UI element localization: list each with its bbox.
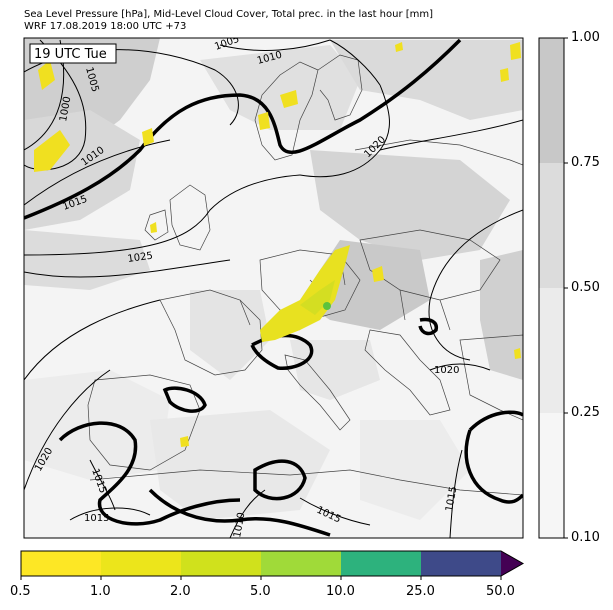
isobar-label: 1015	[444, 486, 459, 513]
precip-tick-label: 0.5	[10, 584, 31, 599]
time-label-box	[29, 43, 117, 64]
precip-tick-label: 1.0	[90, 584, 111, 599]
cloud-colorbar	[538, 37, 568, 539]
isobar-label: 1015	[84, 513, 109, 524]
isobar-label: 1000	[58, 96, 73, 123]
cloud-colorbar-segment	[539, 38, 564, 163]
precip-tick-label: 25.0	[406, 584, 435, 599]
isobar-label: 1025	[127, 251, 154, 265]
precip-colorbar-segment	[181, 551, 261, 576]
cloud-tick-label: 1.00	[571, 30, 600, 45]
cloud-tick-label: 0.10	[571, 530, 600, 545]
chart-title: Sea Level Pressure [hPa], Mid-Level Clou…	[24, 9, 434, 20]
precip-colorbar-segment	[421, 551, 501, 576]
precip-tick-label: 50.0	[486, 584, 515, 599]
cloud-tick-label: 0.50	[571, 280, 600, 295]
isobar-label: 1010	[232, 512, 247, 539]
chart-subtitle: WRF 17.08.2019 18:00 UTC +73	[24, 21, 187, 32]
precip-tick-label: 2.0	[170, 584, 191, 599]
precip-tick-label: 10.0	[326, 584, 355, 599]
precip-tick-label: 5.0	[250, 584, 271, 599]
cloud-tick-label: 0.25	[571, 405, 600, 420]
isobars	[24, 39, 523, 538]
precip-colorbar-segment	[261, 551, 341, 576]
map-frame	[23, 37, 524, 539]
isobar-label: 1020	[434, 365, 459, 376]
time-label: 19 UTC Tue	[34, 47, 107, 62]
precip-colorbar-segment	[21, 551, 101, 576]
precip-colorbar-segment	[341, 551, 421, 576]
precipitation-areas	[34, 42, 521, 447]
precip-colorbar-segment	[101, 551, 181, 576]
precip-colorbar	[20, 550, 525, 580]
cloud-tick-label: 0.75	[571, 155, 600, 170]
cloud-colorbar-segment	[539, 413, 564, 538]
precip-colorbar-extend-arrow	[501, 551, 523, 576]
cloud-colorbar-segment	[539, 288, 564, 413]
cloud-colorbar-segment	[539, 163, 564, 288]
